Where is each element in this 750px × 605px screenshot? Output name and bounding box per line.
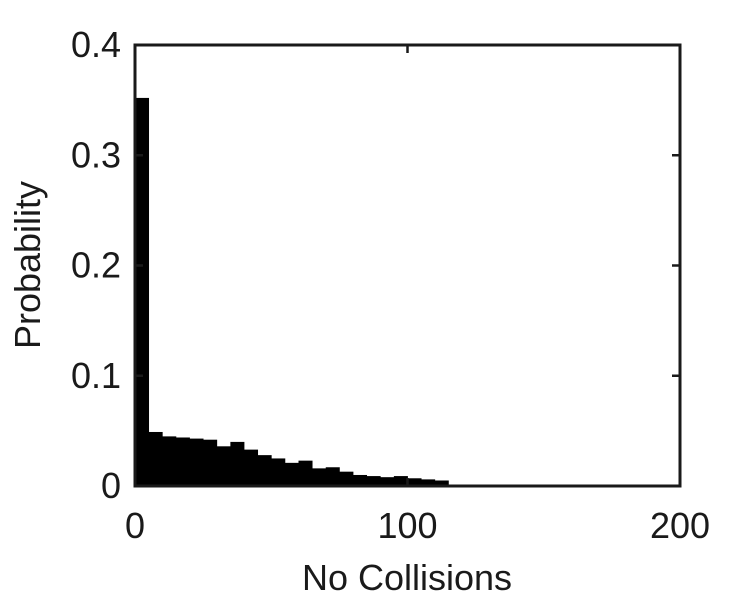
x-tick-label: 200: [650, 505, 710, 546]
histogram-bar: [339, 471, 354, 486]
histogram-bar: [353, 474, 368, 486]
x-axis-title: No Collisions: [302, 557, 512, 598]
histogram-bar: [271, 458, 286, 486]
histogram-bar: [312, 468, 327, 486]
histogram-bar: [284, 462, 299, 486]
histogram-bar: [148, 431, 163, 486]
histogram-bar: [393, 476, 408, 486]
x-tick-label: 100: [377, 505, 437, 546]
histogram-bar: [244, 449, 259, 486]
y-tick-label: 0.1: [71, 355, 121, 396]
axes-layer: 0 0.1 0.2 0.3 0.4 0 100 200: [71, 24, 710, 546]
histogram-bar: [298, 460, 313, 486]
histogram-bar: [135, 97, 150, 487]
histogram-bar: [162, 436, 177, 486]
histogram-bar: [203, 439, 218, 486]
histogram-bar: [257, 455, 272, 486]
histogram-bar: [230, 441, 245, 486]
histogram-bar: [175, 437, 190, 486]
bars-layer: [135, 97, 449, 487]
y-tick-label: 0.2: [71, 245, 121, 286]
histogram-bar: [407, 478, 422, 486]
plot-frame: [133, 43, 682, 488]
labels-layer: No Collisions Probability: [7, 181, 512, 598]
y-tick-label: 0.4: [71, 24, 121, 65]
histogram-bar: [434, 480, 449, 486]
y-tick-label: 0: [101, 465, 121, 506]
y-tick-label: 0.3: [71, 134, 121, 175]
histogram-bar: [189, 438, 204, 486]
histogram-bar: [325, 467, 340, 486]
histogram-bar: [216, 446, 231, 486]
histogram-bar: [380, 477, 395, 486]
x-tick-label: 0: [125, 505, 145, 546]
histogram-bar: [366, 476, 381, 486]
y-axis-title: Probability: [7, 181, 48, 349]
histogram-bar: [421, 479, 436, 486]
